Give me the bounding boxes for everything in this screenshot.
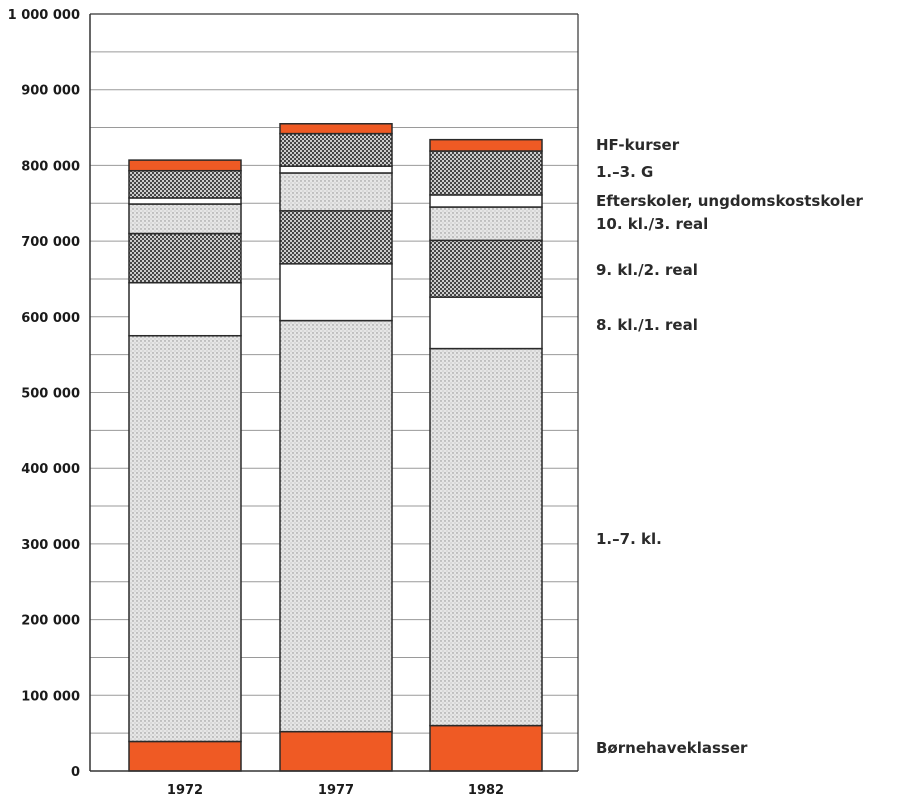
y-tick-label: 0 (71, 765, 80, 780)
bar-segment-1982-8 (429, 138, 543, 152)
x-tick-label-1982: 1982 (468, 783, 504, 798)
y-tick-label: 200 000 (21, 614, 80, 629)
bar-segment-1982-6 (429, 194, 543, 208)
series-labels: Børnehaveklasser 1.–7. kl. 8. kl./1. real 9… (596, 136, 864, 757)
y-tick-label: 800 000 (21, 159, 80, 174)
series-label-5: 10. kl./3. real (596, 215, 708, 233)
bar-segment-1977-6 (279, 165, 393, 174)
bar-segment-1972-2 (128, 334, 242, 743)
x-tick-label-1977: 1977 (318, 783, 354, 798)
y-tick-labels: 0 100 000 200 000 300 000 400 000 500 000 600 … (8, 8, 80, 780)
y-tick-label: 1 000 000 (8, 8, 80, 23)
bar-segment-1977-2 (279, 319, 393, 733)
bar-segment-1972-6 (128, 197, 242, 205)
bar-segment-1982-5 (429, 206, 543, 242)
y-tick-label: 900 000 (21, 84, 80, 99)
bar-segment-1972-8 (128, 159, 242, 172)
bar-segment-1972-4 (128, 232, 242, 284)
bar-segment-1982-4 (429, 239, 543, 298)
y-tick-label: 100 000 (21, 689, 80, 704)
series-label-8: HF-kurser (596, 136, 680, 154)
bar-segment-1972-1 (128, 740, 242, 772)
bar-segment-1972-5 (128, 203, 242, 235)
bar-segment-1972-7 (128, 169, 242, 199)
bars (128, 123, 543, 772)
y-tick-label: 400 000 (21, 462, 80, 477)
series-label-3: 8. kl./1. real (596, 316, 698, 334)
x-tick-label-1972: 1972 (167, 783, 203, 798)
series-label-2: 1.–7. kl. (596, 530, 662, 548)
y-tick-label: 500 000 (21, 387, 80, 402)
category-labels: 1972 1977 1982 (167, 783, 504, 798)
bar-segment-1972-3 (128, 281, 242, 337)
bar-segment-1982-1 (429, 724, 543, 772)
series-label-4: 9. kl./2. real (596, 261, 698, 279)
bar-segment-1982-3 (429, 296, 543, 350)
bar-segment-1977-8 (279, 123, 393, 135)
bar-segment-1977-5 (279, 172, 393, 212)
series-label-7: 1.–3. G (596, 163, 653, 181)
bar-segment-1977-7 (279, 132, 393, 167)
series-label-1: Børnehaveklasser (596, 739, 748, 757)
bar-segment-1982-2 (429, 347, 543, 727)
bar-segment-1977-4 (279, 210, 393, 265)
bar-segment-1982-7 (429, 150, 543, 196)
y-tick-label: 600 000 (21, 311, 80, 326)
series-label-6: Efterskoler, ungdomskostskoler (596, 192, 864, 210)
axes (89, 13, 579, 772)
bar-segment-1977-3 (279, 263, 393, 322)
y-tick-label: 300 000 (21, 538, 80, 553)
bar-segment-1977-1 (279, 730, 393, 772)
y-tick-label: 700 000 (21, 235, 80, 250)
